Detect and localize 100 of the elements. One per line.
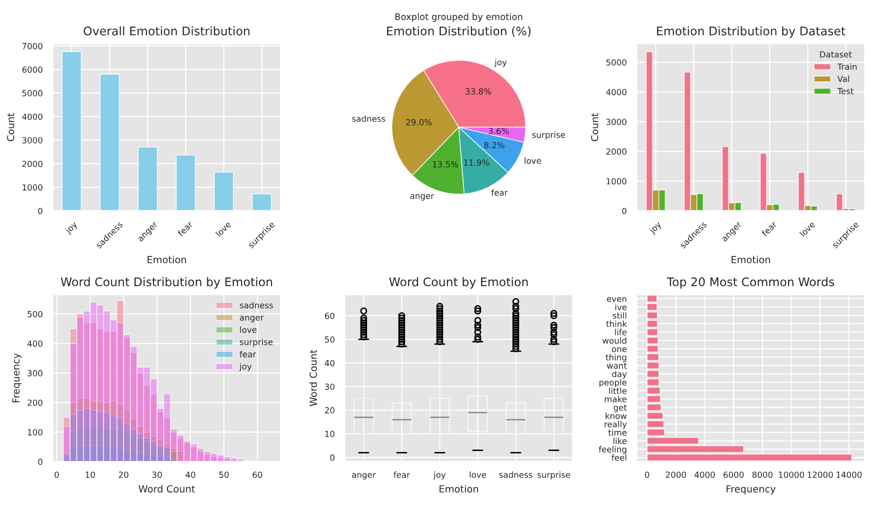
y-tick-label: want <box>606 362 627 369</box>
x-tick-label: 12000 <box>808 472 833 478</box>
y-tick-label: 200 <box>28 400 42 406</box>
legend-label: anger <box>240 316 264 322</box>
y-tick-label: time <box>608 429 627 436</box>
y-tick-label: people <box>599 379 627 388</box>
y-tick-label: still <box>612 312 626 319</box>
y-tick-label: think <box>606 320 627 327</box>
y-tick-label: 50 <box>325 336 334 343</box>
legend-label: fear <box>240 350 256 358</box>
y-tick-label: ive <box>615 304 627 310</box>
y-tick-label: 10 <box>325 430 334 438</box>
x-axis-title: Word Count <box>138 485 195 493</box>
legend-label: Val <box>837 76 850 82</box>
y-tick-label: 5000 <box>22 90 42 96</box>
x-tick-label: sadness <box>499 471 532 478</box>
slice-label: love <box>524 157 541 164</box>
y-tick-label: one <box>612 347 627 352</box>
slice-label: joy <box>494 58 507 67</box>
y-tick-label: 500 <box>28 310 42 318</box>
y-tick-label: would <box>602 337 626 344</box>
y-tick-label: 6000 <box>22 66 42 73</box>
x-tick-label: 30 <box>152 472 162 478</box>
y-tick-label: 5000 <box>606 59 626 66</box>
x-tick-label: 0 <box>644 472 650 478</box>
y-tick-label: 1000 <box>606 178 626 184</box>
y-tick-label: 100 <box>28 429 42 436</box>
y-tick-label: feeling <box>598 446 626 454</box>
legend-label: love <box>240 326 257 333</box>
chart-title: Emotion Distribution (%) <box>387 26 531 37</box>
slice-label: anger <box>410 194 434 201</box>
x-tick-label: joy <box>433 471 446 480</box>
y-axis-title: Word Count <box>309 350 317 406</box>
y-tick-label: thing <box>606 354 626 362</box>
x-tick-label: surprise <box>537 471 570 480</box>
y-tick-label: 300 <box>28 370 42 376</box>
x-axis-title: Emotion <box>440 485 478 493</box>
x-tick-label: anger <box>352 473 376 480</box>
x-tick-label: 40 <box>186 472 196 478</box>
x-tick-label: 10000 <box>778 472 804 478</box>
x-tick-label: 20 <box>118 472 128 478</box>
chart-title: Emotion Distribution by Dataset <box>657 26 846 38</box>
legend-label: joy <box>239 363 252 372</box>
y-tick-label: know <box>606 412 627 419</box>
y-axis-title: Count <box>6 113 14 142</box>
x-tick-label: joy <box>648 220 663 236</box>
data-label: 13.5% <box>432 161 458 168</box>
x-tick-label: 0 <box>54 472 59 478</box>
y-tick-label: 4000 <box>606 89 626 96</box>
x-tick-label: 4000 <box>694 472 715 478</box>
y-tick-label: 0 <box>622 208 626 214</box>
data-label: 11.9% <box>464 159 490 166</box>
chart-title: Top 20 Most Common Words <box>666 277 834 289</box>
y-tick-label: 3000 <box>22 137 42 144</box>
y-tick-label: 30 <box>325 384 334 390</box>
y-tick-label: 0 <box>330 454 334 461</box>
y-tick-label: life <box>615 328 627 336</box>
chart-title: Overall Emotion Distribution <box>84 26 250 36</box>
y-tick-label: 2000 <box>22 160 42 168</box>
y-tick-label: little <box>609 387 627 394</box>
y-axis-title: Frequency <box>12 353 22 402</box>
legend-label: Test <box>837 88 854 94</box>
legend-label: surprise <box>240 338 273 347</box>
y-tick-label: like <box>613 438 627 444</box>
x-tick-label: 8000 <box>752 472 772 478</box>
y-tick-label: 60 <box>324 312 334 320</box>
x-tick-label: 50 <box>219 472 229 478</box>
x-tick-label: fear <box>394 471 410 478</box>
slice-label: surprise <box>532 131 565 140</box>
y-tick-label: really <box>604 420 627 429</box>
x-tick-label: 2000 <box>666 472 686 478</box>
y-tick-label: day <box>612 370 627 379</box>
slice-label: fear <box>491 189 508 196</box>
x-axis-title: Emotion <box>732 256 770 264</box>
data-label: 29.0% <box>406 119 432 126</box>
y-tick-label: 0 <box>38 458 42 465</box>
x-tick-label: 60 <box>252 472 262 478</box>
y-tick-label: 1000 <box>22 184 42 191</box>
y-tick-label: 4000 <box>22 114 42 120</box>
data-label: 8.2% <box>484 142 504 148</box>
y-tick-label: 20 <box>324 407 334 414</box>
slice-label: sadness <box>352 115 386 122</box>
text: Boxplot grouped by emotion <box>395 13 522 22</box>
x-tick-label: 10 <box>86 472 95 478</box>
y-tick-label: 3000 <box>606 118 626 126</box>
y-tick-label: even <box>606 297 626 302</box>
y-tick-label: 7000 <box>22 42 42 50</box>
data-label: 3.6% <box>488 128 509 134</box>
x-axis-title: Emotion <box>148 256 186 264</box>
chart-title: Word Count by Emotion <box>389 277 528 289</box>
chart-title: Word Count Distribution by Emotion <box>60 277 272 289</box>
x-axis-title: Frequency <box>726 485 776 494</box>
y-tick-label: 2000 <box>606 148 626 155</box>
y-tick-label: make <box>604 396 627 402</box>
legend-title: Dataset <box>820 51 852 58</box>
legend-label: Train <box>837 63 857 70</box>
y-tick-label: 40 <box>324 360 334 366</box>
y-tick-label: feel <box>612 454 626 461</box>
x-tick-label: 14000 <box>836 472 862 478</box>
y-tick-label: 400 <box>27 340 42 347</box>
